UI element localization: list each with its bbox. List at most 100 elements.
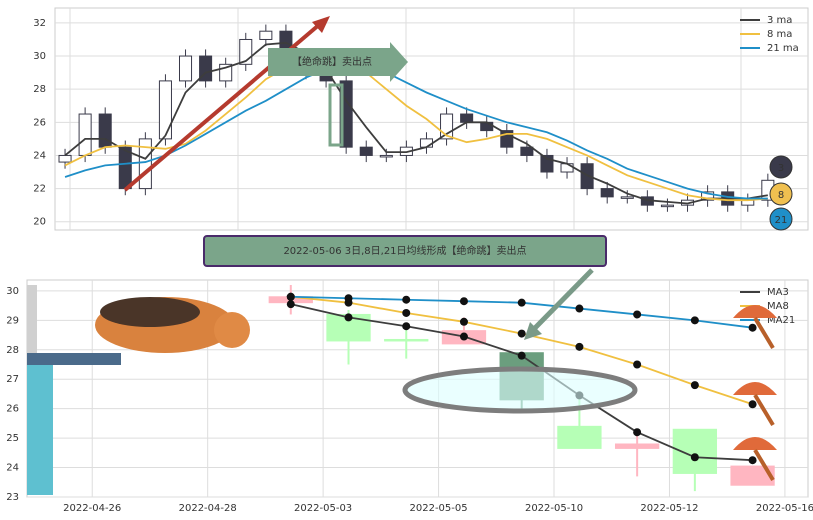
annotation: 【绝命跳】卖出点 <box>292 55 372 68</box>
ma-marker <box>402 308 411 317</box>
pointer-arrow <box>531 268 594 332</box>
ma-marker <box>575 342 584 351</box>
y-tick-label: 23 <box>6 492 19 503</box>
ma-marker <box>690 453 699 462</box>
pointer-arrow-head <box>524 322 542 340</box>
ma-marker <box>633 428 642 437</box>
candle-body <box>557 425 602 449</box>
jumper <box>753 393 775 427</box>
jumper <box>753 316 775 350</box>
legend-label: 3 ma <box>767 15 792 26</box>
candle-body <box>379 154 393 158</box>
parachute <box>733 305 777 318</box>
y-tick-label: 30 <box>33 51 46 62</box>
candle-body <box>730 465 775 486</box>
dog-head <box>214 312 250 348</box>
x-tick-label: 2022-05-12 <box>640 503 698 514</box>
ma-badge-label: 21 <box>775 215 788 226</box>
ma-marker <box>286 300 295 309</box>
candle-body <box>384 338 429 342</box>
x-tick-label: 2022-05-10 <box>525 503 583 514</box>
y-tick-label: 28 <box>33 84 46 95</box>
candle-body <box>560 163 574 173</box>
y-tick-label: 20 <box>33 217 46 228</box>
candle-body <box>178 55 193 82</box>
callout-arrow <box>268 42 408 82</box>
legend-label: 8 ma <box>767 29 792 40</box>
candle-body <box>480 121 494 132</box>
ma-marker <box>402 295 411 304</box>
x-tick-label: 2022-04-26 <box>63 503 121 514</box>
candle-body <box>660 204 674 208</box>
y-tick-label: 28 <box>6 345 19 356</box>
x-tick-label: 2022-05-03 <box>294 503 352 514</box>
ma-marker <box>344 313 353 322</box>
candle-body <box>520 146 534 156</box>
y-tick-label: 27 <box>6 374 19 385</box>
y-tick-label: 30 <box>6 286 19 297</box>
ma-badge <box>769 182 793 206</box>
candle-body <box>118 146 132 190</box>
parachute <box>733 437 777 450</box>
ma-marker <box>748 456 757 465</box>
annotation: 2022-05-06 3日,8日,21日均线形成【绝命跳】卖出点 <box>283 244 526 257</box>
ma-marker <box>748 323 757 332</box>
legend-label: MA8 <box>767 301 789 312</box>
legend-label: 21 ma <box>767 43 799 54</box>
y-tick-label: 32 <box>33 18 46 29</box>
highlight-ellipse <box>402 366 638 414</box>
ma-line <box>64 55 768 202</box>
dog-back <box>100 297 200 327</box>
ma-marker <box>402 322 411 331</box>
ma-marker <box>286 292 295 301</box>
ma-marker <box>690 381 699 390</box>
ma-badge <box>769 155 793 179</box>
water <box>27 365 53 495</box>
x-tick-label: 2022-04-28 <box>179 503 237 514</box>
legend-label: MA21 <box>767 315 795 326</box>
ma-marker <box>690 316 699 325</box>
jumper <box>753 448 775 482</box>
candle-body <box>600 188 614 198</box>
candle-body <box>419 138 434 148</box>
diving-board <box>27 353 121 365</box>
ma-marker <box>459 317 468 326</box>
x-tick-label: 2022-05-16 <box>756 503 813 514</box>
highlight <box>328 83 344 147</box>
candle-body <box>620 196 634 199</box>
annotation-box <box>203 235 607 267</box>
y-tick-label: 24 <box>6 463 19 474</box>
candle-body <box>701 191 715 201</box>
y-tick-label: 24 <box>33 150 46 161</box>
parachute <box>733 382 777 395</box>
y-tick-label: 26 <box>33 117 46 128</box>
ma-marker <box>633 310 642 319</box>
candle-body <box>58 154 72 163</box>
ma-marker <box>517 298 526 307</box>
ma-marker <box>344 294 353 303</box>
y-tick-label: 29 <box>6 315 19 326</box>
ma-badge <box>769 207 793 231</box>
candle-body <box>259 30 273 40</box>
ma-marker <box>517 351 526 360</box>
ma-line <box>64 41 768 205</box>
ma-marker <box>459 332 468 341</box>
candle-body <box>359 146 373 156</box>
candle-body <box>460 113 474 123</box>
ma-marker <box>517 329 526 338</box>
y-tick-label: 22 <box>33 184 46 195</box>
candle-body <box>614 443 660 449</box>
ma-badge-label: 3 <box>778 163 784 174</box>
ma-marker <box>575 304 584 313</box>
y-tick-label: 26 <box>6 404 19 415</box>
ma-marker <box>633 360 642 369</box>
board-post <box>27 285 37 355</box>
legend-label: MA3 <box>767 287 789 298</box>
candle-body <box>78 113 92 156</box>
ma-badge-label: 8 <box>778 190 784 201</box>
ma-marker <box>748 400 757 409</box>
ma-line <box>64 63 768 200</box>
trend-arrow-head <box>312 16 330 33</box>
candle-body <box>158 80 172 140</box>
